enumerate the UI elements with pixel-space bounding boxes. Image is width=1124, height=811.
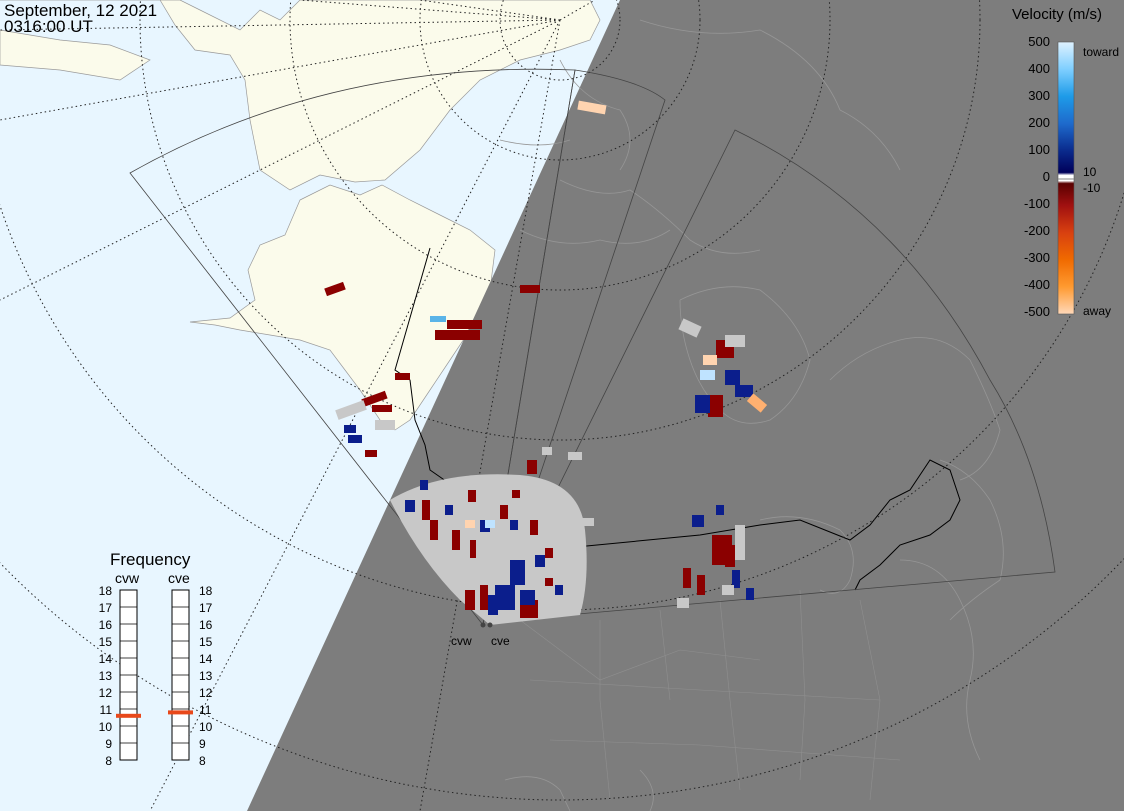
frequency-marker-cve bbox=[168, 710, 193, 715]
frequency-title: Frequency bbox=[110, 550, 191, 569]
frequency-marker-cvw bbox=[116, 713, 141, 718]
station-label-cve: cve bbox=[491, 634, 510, 648]
frequency-tick: 18 bbox=[199, 584, 213, 598]
frequency-tick: 15 bbox=[98, 635, 112, 649]
toward-label: toward bbox=[1083, 45, 1120, 59]
frequency-radar-cve: cve bbox=[168, 570, 190, 586]
frequency-tick: 18 bbox=[98, 584, 112, 598]
velocity-tick: -300 bbox=[1023, 250, 1050, 265]
frequency-tick: 10 bbox=[98, 720, 112, 734]
velocity-tick: 100 bbox=[1028, 142, 1050, 157]
velocity-tick: -500 bbox=[1023, 304, 1050, 319]
radar-fields-of-view bbox=[129, 68, 1056, 626]
frequency-tick: 16 bbox=[199, 618, 213, 632]
alaska-landmass bbox=[189, 184, 496, 431]
scatter-away-cells bbox=[324, 281, 735, 618]
frequency-tick: 9 bbox=[105, 737, 112, 751]
velocity-threshold-pos: 10 bbox=[1083, 165, 1097, 179]
frequency-tick: 13 bbox=[98, 669, 112, 683]
night-coastlines bbox=[499, 19, 1004, 811]
frequency-tick: 11 bbox=[99, 703, 112, 717]
scatter-light-cells bbox=[335, 100, 768, 608]
velocity-tick: 500 bbox=[1028, 34, 1050, 49]
frequency-tick: 14 bbox=[98, 652, 112, 666]
radar-site-cvw bbox=[480, 622, 486, 628]
frequency-tick: 15 bbox=[199, 635, 213, 649]
velocity-tick: 0 bbox=[1042, 169, 1050, 184]
radar-site-cve bbox=[487, 622, 493, 628]
admin-boundaries bbox=[519, 589, 901, 801]
away-label: away bbox=[1083, 304, 1112, 318]
arctic-land-north bbox=[0, 0, 601, 191]
frequency-tick: 10 bbox=[199, 720, 213, 734]
frequency-tick: 16 bbox=[98, 618, 112, 632]
arctic-island-west bbox=[0, 29, 151, 81]
velocity-threshold-neg: -10 bbox=[1083, 181, 1101, 195]
velocity-tick: 400 bbox=[1028, 61, 1050, 76]
frequency-tick: 8 bbox=[199, 754, 206, 768]
date-label: September, 12 2021 bbox=[4, 1, 158, 20]
time-label: 0316:00 UT bbox=[4, 17, 93, 36]
velocity-colorbar bbox=[1057, 41, 1075, 315]
frequency-tick: 9 bbox=[199, 737, 206, 751]
frequency-tick: 17 bbox=[199, 601, 213, 615]
frequency-tick: 11 bbox=[199, 703, 212, 717]
velocity-tick: -100 bbox=[1023, 196, 1050, 211]
frequency-tick: 17 bbox=[98, 601, 112, 615]
international-border bbox=[394, 247, 961, 591]
velocity-tick: 300 bbox=[1028, 88, 1050, 103]
scatter-toward-cells bbox=[344, 370, 754, 615]
velocity-tick: -200 bbox=[1023, 223, 1050, 238]
velocity-tick: 200 bbox=[1028, 115, 1050, 130]
frequency-tick: 14 bbox=[199, 652, 213, 666]
frequency-tick: 8 bbox=[105, 754, 112, 768]
station-label-cvw: cvw bbox=[451, 634, 472, 648]
velocity-tick: -400 bbox=[1023, 277, 1050, 292]
frequency-tick: 12 bbox=[199, 686, 213, 700]
frequency-radar-cvw: cvw bbox=[115, 570, 140, 586]
frequency-tick: 12 bbox=[98, 686, 112, 700]
ground-scatter bbox=[390, 474, 587, 625]
velocity-scale-title: Velocity (m/s) bbox=[1012, 6, 1103, 23]
frequency-grid bbox=[120, 606, 189, 744]
frequency-tick: 13 bbox=[199, 669, 213, 683]
